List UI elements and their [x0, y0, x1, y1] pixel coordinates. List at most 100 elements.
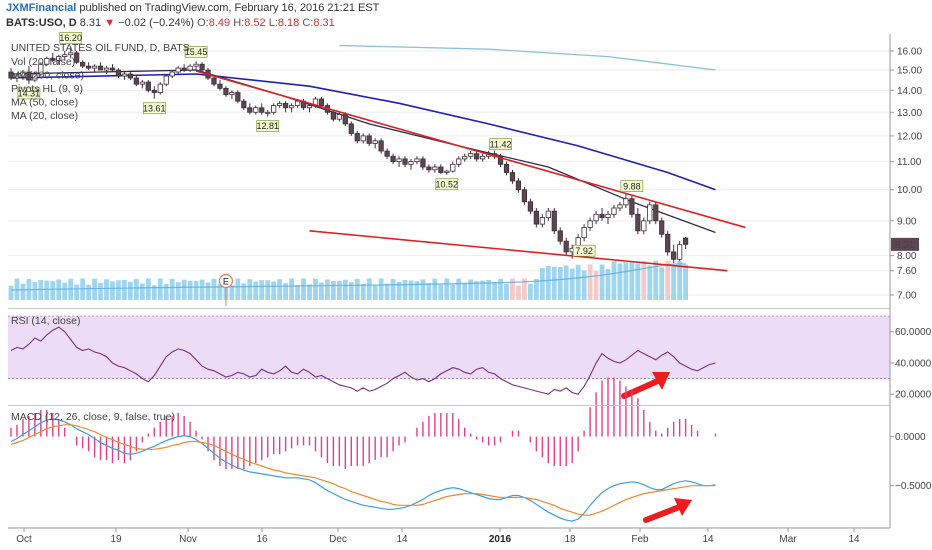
x-tick-label: Mar: [779, 534, 797, 545]
volume-bar: [360, 283, 366, 300]
x-tick-label: 2016: [489, 534, 512, 545]
volume-bar: [241, 283, 247, 300]
candle: [115, 69, 122, 77]
pivot-label-box: [435, 178, 459, 191]
volume-bar: [98, 283, 103, 300]
candle: [169, 71, 175, 77]
volume-bar: [348, 282, 354, 300]
volume-bar: [259, 280, 265, 300]
overlay-label: Vol (20, false): [11, 56, 75, 68]
candle: [509, 172, 516, 182]
y-tick-label: 12.00: [897, 131, 922, 142]
volume-bar: [635, 263, 641, 300]
candle: [545, 210, 551, 218]
pivot-label-box: [184, 46, 208, 58]
candle: [665, 233, 671, 253]
volume-bar: [336, 280, 342, 300]
volume-bar: [157, 278, 163, 300]
volume-bar: [301, 278, 306, 300]
candle: [468, 153, 474, 157]
pivot-label: 12.81: [256, 121, 279, 131]
candle: [253, 107, 259, 113]
volume-bar: [187, 280, 193, 300]
candle: [551, 210, 557, 232]
candle: [617, 204, 623, 209]
candle: [163, 75, 169, 85]
x-tick-label: 16: [256, 534, 268, 545]
candle: [629, 198, 635, 215]
volume-bar: [647, 265, 653, 300]
candle: [97, 65, 104, 71]
time-axis: Oct 19 Nov 16 Dec 14 2016 18 Feb 14 Mar 14: [8, 34, 891, 545]
volume-bar: [545, 265, 551, 300]
candle: [432, 166, 438, 171]
volume-bar: [271, 281, 277, 300]
candle: [426, 166, 432, 171]
volume-bar: [605, 269, 611, 300]
volume-bar: [199, 279, 205, 300]
candle: [175, 67, 181, 73]
candle: [360, 135, 366, 142]
volume-ma-line: [10, 263, 686, 291]
publisher-link[interactable]: JXMFinancial: [6, 2, 77, 14]
volume-bar: [128, 281, 133, 300]
volume-bar: [366, 278, 372, 300]
volume-bar: [438, 284, 444, 300]
candle: [396, 158, 402, 162]
candle: [671, 251, 677, 260]
volume-bar: [533, 278, 539, 300]
volume-bar: [557, 267, 563, 300]
x-tick-label: Nov: [179, 534, 197, 545]
low-label: L:: [268, 17, 278, 29]
volume-bar: [211, 278, 217, 300]
y-tick-label: −0.5000: [895, 481, 932, 492]
volume-bar: [205, 282, 211, 300]
candle: [318, 98, 325, 106]
candle: [91, 65, 98, 69]
volume-bar: [253, 281, 259, 300]
volume-bar: [396, 281, 402, 300]
y-tick-label: 11.00: [897, 157, 922, 168]
volume-bar: [486, 279, 491, 300]
published-text: published on TradingView.com, February 1…: [79, 2, 380, 14]
y-tick-label: 0.0000: [895, 432, 926, 443]
volume-bar: [384, 283, 390, 300]
rsi-pane[interactable]: 60.0000 40.0000 20.0000 RSI (14, close): [8, 315, 932, 401]
candle: [587, 220, 593, 228]
volume-bar: [408, 280, 414, 300]
candle: [181, 67, 187, 71]
volume-bar: [653, 260, 659, 300]
candle: [74, 52, 80, 63]
volume-bar: [629, 262, 635, 300]
volume-bar: [217, 284, 223, 300]
candle: [659, 220, 665, 235]
candle: [157, 83, 163, 93]
y-tick-label: 60.0000: [895, 327, 932, 338]
y-tick-label: 7.60: [897, 266, 917, 277]
volume-bar: [169, 278, 175, 300]
candle: [653, 204, 659, 222]
candle: [283, 102, 289, 109]
candle: [348, 123, 354, 134]
pivot-label: 13.61: [143, 103, 166, 113]
price-pane[interactable]: 16.00 15.00 14.00 13.00 12.00 11.00 10.00 9.00 8…: [8, 32, 922, 306]
overlay-label: MA (50, close): [11, 97, 78, 109]
support-trendline: [309, 230, 728, 272]
volume-bar: [247, 279, 253, 300]
volume-bar: [611, 261, 617, 300]
macd-pane[interactable]: 0.0000 −0.5000 MACD (12, 26, close, 9, fal…: [10, 377, 932, 523]
candle: [127, 73, 133, 79]
symbol-label[interactable]: BATS:USO, D: [6, 17, 77, 29]
volume-bar: [569, 268, 575, 300]
y-tick-label: 15.00: [897, 66, 922, 77]
candle: [450, 163, 456, 172]
candle: [56, 56, 62, 61]
candle: [103, 67, 110, 71]
candle: [306, 105, 313, 109]
volume-bar: [20, 283, 26, 300]
volume-bar: [444, 278, 450, 300]
x-tick-label: 14: [396, 534, 408, 545]
volume-bar: [372, 285, 378, 300]
candle: [647, 204, 653, 222]
